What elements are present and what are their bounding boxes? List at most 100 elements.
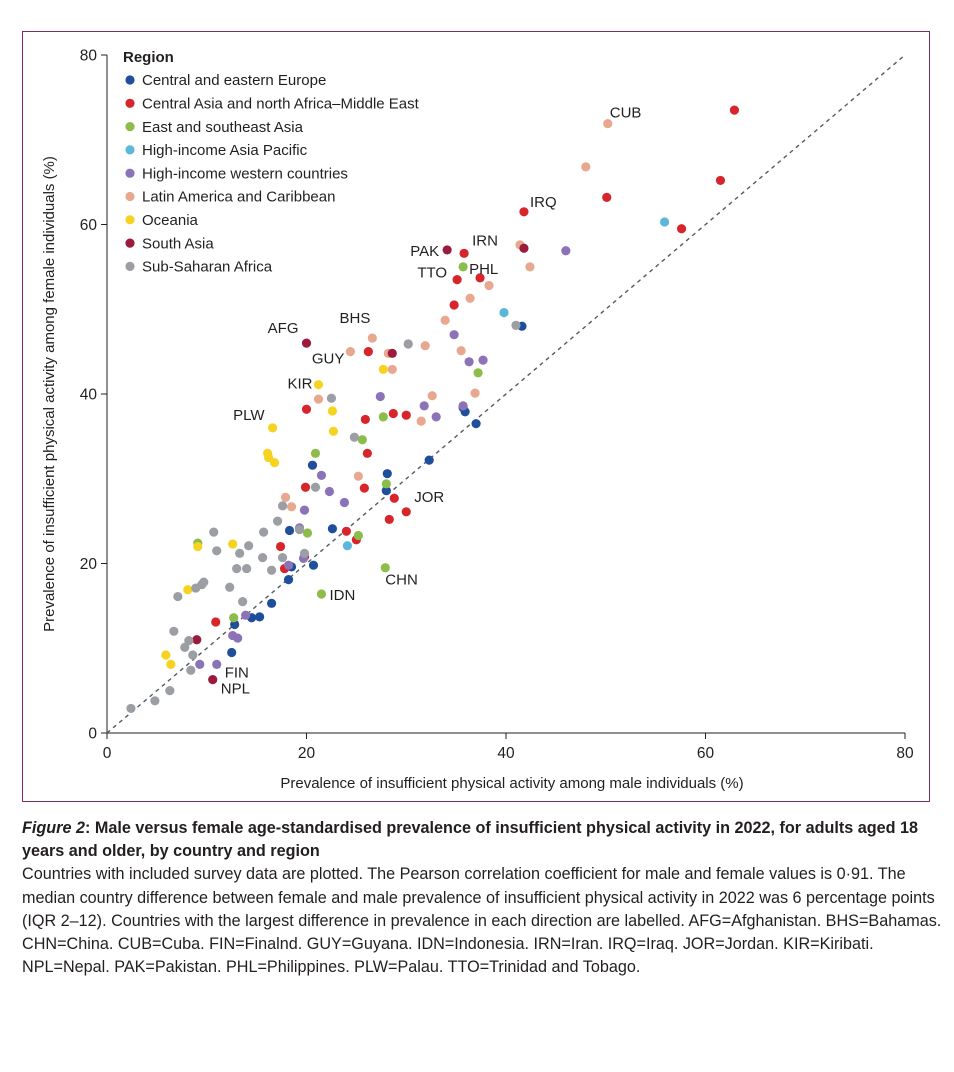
x-tick-label: 20 xyxy=(298,745,316,762)
data-point xyxy=(424,455,434,465)
data-point xyxy=(380,563,390,573)
data-point xyxy=(126,703,136,714)
point-label-jor: JOR xyxy=(414,489,444,506)
point-label-irq: IRQ xyxy=(530,194,557,211)
data-point xyxy=(212,659,222,669)
data-point xyxy=(269,458,280,468)
legend-label: High-income western countries xyxy=(142,165,348,182)
data-point xyxy=(227,647,237,658)
data-point xyxy=(519,207,529,217)
point-label-irn: IRN xyxy=(472,232,498,249)
data-point xyxy=(602,192,612,202)
data-point xyxy=(475,273,485,283)
caption-title: Figure 2: Male versus female age-standar… xyxy=(22,817,942,863)
identity-reference-line xyxy=(106,54,906,734)
data-point xyxy=(465,293,475,303)
legend-swatch xyxy=(125,191,135,202)
data-point xyxy=(267,423,278,433)
data-point xyxy=(478,355,488,365)
legend-label: South Asia xyxy=(142,235,214,252)
data-point xyxy=(401,507,411,517)
data-point xyxy=(660,217,670,227)
point-label-phl: PHL xyxy=(469,261,498,278)
data-point xyxy=(389,493,399,503)
caption-body: Countries with included survey data are … xyxy=(22,865,942,977)
data-point xyxy=(729,105,740,115)
data-point xyxy=(375,391,385,402)
data-point xyxy=(225,582,235,592)
data-point xyxy=(277,501,288,511)
data-point xyxy=(449,300,459,310)
data-point xyxy=(452,274,462,285)
data-point xyxy=(362,448,372,458)
data-point xyxy=(603,119,613,129)
data-point xyxy=(211,617,221,627)
legend-swatch xyxy=(125,75,135,85)
data-point xyxy=(165,686,175,696)
data-point xyxy=(263,452,274,463)
data-point xyxy=(286,502,297,512)
data-point xyxy=(161,650,171,660)
data-point xyxy=(378,412,388,422)
legend-title: Region xyxy=(123,49,174,66)
data-point xyxy=(313,394,324,404)
data-point xyxy=(339,497,350,508)
data-point xyxy=(458,401,468,411)
data-point xyxy=(327,524,338,534)
data-point xyxy=(241,610,251,620)
data-point xyxy=(229,613,239,623)
y-tick-label: 60 xyxy=(80,217,98,234)
data-point xyxy=(431,412,441,422)
data-point xyxy=(186,665,196,675)
data-point xyxy=(302,528,313,538)
data-point xyxy=(440,315,450,325)
data-point xyxy=(342,541,352,551)
data-point xyxy=(180,642,190,653)
data-point xyxy=(715,175,726,186)
y-axis-label: Prevalence of insufficient physical acti… xyxy=(41,156,58,632)
data-point xyxy=(166,659,176,669)
point-label-chn: CHN xyxy=(385,572,418,589)
data-point xyxy=(266,598,277,608)
data-point xyxy=(275,541,286,552)
data-point xyxy=(353,471,363,481)
data-point xyxy=(456,346,466,356)
data-point xyxy=(232,563,242,574)
data-point xyxy=(272,516,283,526)
data-point xyxy=(449,330,459,340)
data-point xyxy=(359,483,369,493)
data-point xyxy=(384,514,394,525)
data-point xyxy=(183,585,193,595)
data-point xyxy=(307,460,318,470)
data-point xyxy=(283,560,294,570)
legend-swatch xyxy=(125,168,135,178)
data-point xyxy=(388,408,398,419)
data-point xyxy=(208,675,218,685)
data-point xyxy=(199,577,209,587)
data-point xyxy=(316,470,327,480)
data-point xyxy=(382,469,392,479)
data-point xyxy=(499,308,509,318)
data-point xyxy=(676,224,687,234)
legend-swatch xyxy=(125,145,135,155)
data-point xyxy=(581,162,591,172)
x-tick-label: 40 xyxy=(497,745,515,762)
point-label-guy: GUY xyxy=(312,351,345,368)
legend-swatch xyxy=(125,238,135,248)
data-point xyxy=(300,482,311,492)
data-point xyxy=(353,530,363,541)
data-point xyxy=(299,548,310,558)
data-point xyxy=(230,619,240,630)
data-point xyxy=(259,527,269,537)
legend-swatch xyxy=(125,122,135,132)
data-point xyxy=(349,432,359,442)
point-label-cub: CUB xyxy=(610,105,642,122)
data-point xyxy=(484,280,494,291)
data-point xyxy=(188,650,198,660)
data-point xyxy=(419,401,429,411)
y-tick-label: 80 xyxy=(80,48,98,65)
data-point xyxy=(258,552,268,563)
data-point xyxy=(387,348,397,358)
data-point xyxy=(277,552,288,563)
data-point xyxy=(283,575,294,585)
